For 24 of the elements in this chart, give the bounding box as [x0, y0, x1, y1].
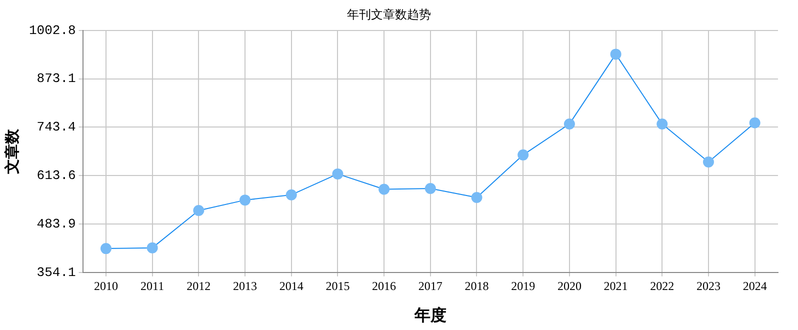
x-tick-label: 2022 — [650, 278, 674, 293]
x-tick-label: 2011 — [140, 278, 164, 293]
x-tick-label: 2024 — [742, 278, 767, 293]
x-tick-label: 2016 — [372, 278, 396, 293]
y-tick-label: 873.1 — [36, 71, 76, 86]
y-tick-label: 1002.8 — [28, 22, 76, 38]
x-tick-label: 2013 — [233, 278, 258, 293]
chart-title: 年刊文章数趋势 — [347, 7, 431, 22]
x-tick-label: 2017 — [418, 278, 442, 293]
x-tick-label: 2020 — [557, 278, 582, 293]
x-tick-label: 2015 — [326, 278, 350, 293]
x-tick-label: 2021 — [604, 278, 628, 293]
y-axis-title: 文章数 — [2, 128, 21, 175]
x-tick-label: 2019 — [511, 278, 536, 293]
y-tick-label: 743.4 — [36, 120, 76, 135]
x-tick-label: 2010 — [94, 278, 118, 293]
y-tick-label: 613.6 — [36, 168, 76, 184]
x-axis-title: 年度 — [413, 306, 446, 325]
x-tick-label: 2018 — [464, 278, 489, 293]
y-tick-label: 354.1 — [36, 264, 76, 280]
x-tick-label: 2023 — [696, 278, 720, 293]
x-tick-label: 2012 — [186, 278, 211, 293]
x-tick-label: 2014 — [279, 278, 304, 293]
y-tick-label: 483.9 — [36, 216, 76, 232]
